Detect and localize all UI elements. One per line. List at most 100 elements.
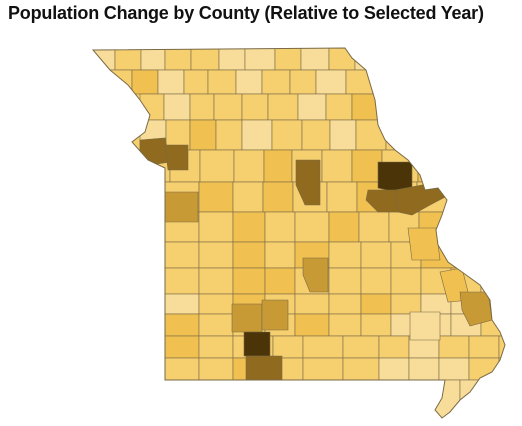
county-region <box>139 93 165 121</box>
county-region <box>429 379 461 418</box>
county-region <box>183 69 209 95</box>
county-region <box>417 149 449 183</box>
county-region <box>264 241 296 269</box>
county-region <box>378 357 410 381</box>
county-region <box>272 335 304 359</box>
county-highlight <box>243 331 271 357</box>
county-region <box>326 181 358 213</box>
county-highlight <box>302 257 329 293</box>
county-region <box>207 69 237 95</box>
county-region <box>232 181 264 213</box>
county-region <box>358 211 390 243</box>
county-region <box>199 149 235 183</box>
county-region <box>109 69 133 95</box>
county-region <box>198 335 234 359</box>
county-region <box>164 48 192 71</box>
county-region <box>360 241 392 269</box>
county-region <box>262 181 294 213</box>
county-region <box>164 357 200 381</box>
county-region <box>360 267 392 295</box>
county-region <box>408 357 440 381</box>
county-region <box>163 93 191 121</box>
county-region <box>328 267 362 295</box>
county-region <box>213 93 243 121</box>
county-region <box>454 211 486 243</box>
county-region <box>235 69 263 95</box>
county-region <box>351 93 383 121</box>
county-region <box>354 48 378 71</box>
county-region <box>189 119 217 151</box>
county-region <box>164 241 200 269</box>
county-region <box>378 335 410 359</box>
county-region <box>452 181 484 213</box>
county-region <box>325 93 353 121</box>
county-region <box>515 314 522 336</box>
county-highlight <box>231 303 263 333</box>
county-region <box>321 149 353 183</box>
county-region <box>274 48 302 71</box>
county-highlight <box>459 291 493 327</box>
county-region <box>164 267 200 295</box>
county-region <box>342 335 380 359</box>
county-region <box>302 335 344 359</box>
county-region <box>480 267 505 295</box>
county-region <box>515 294 522 314</box>
county-region <box>140 48 166 71</box>
county-region <box>232 211 266 243</box>
county-region <box>264 211 296 243</box>
county-region <box>385 119 407 151</box>
county-highlight <box>409 311 441 341</box>
county-region <box>342 357 380 381</box>
county-region <box>241 119 273 151</box>
county-region <box>468 335 500 359</box>
county-region <box>328 48 356 71</box>
county-highlight <box>245 355 283 381</box>
county-region <box>438 335 470 359</box>
county-region <box>244 48 276 71</box>
county-region <box>198 211 234 243</box>
county-region <box>328 211 360 243</box>
county-region <box>328 313 362 337</box>
county-highlight <box>407 227 441 261</box>
county-region <box>294 293 330 315</box>
county-region <box>198 293 234 315</box>
county-region <box>261 69 291 95</box>
county-region <box>93 48 116 71</box>
county-region <box>157 69 185 95</box>
county-region <box>301 119 331 151</box>
county-region <box>294 211 330 243</box>
county-region <box>263 149 293 183</box>
county-grid <box>93 48 522 418</box>
county-region <box>351 149 383 183</box>
county-region <box>300 48 330 71</box>
county-region <box>271 119 303 151</box>
county-region <box>482 181 505 213</box>
county-region <box>215 119 243 151</box>
county-region <box>355 119 387 151</box>
county-region <box>241 93 269 121</box>
county-region <box>454 241 486 269</box>
county-region <box>232 241 266 269</box>
county-region <box>164 293 200 315</box>
county-region <box>315 69 347 95</box>
county-highlight <box>139 137 171 166</box>
county-region <box>131 69 159 95</box>
county-highlight <box>261 299 289 331</box>
county-region <box>189 93 215 121</box>
county-region <box>484 211 505 243</box>
state-outline <box>91 47 506 419</box>
county-region <box>390 267 422 295</box>
county-region <box>233 149 265 183</box>
county-region <box>164 335 200 359</box>
county-region <box>190 48 220 71</box>
county-highlight <box>164 191 199 223</box>
county-region <box>198 241 234 269</box>
county-region <box>198 181 234 213</box>
county-region <box>360 293 392 315</box>
county-region <box>294 313 330 337</box>
county-region <box>438 357 470 381</box>
county-region <box>198 313 234 337</box>
county-region <box>515 268 522 294</box>
county-region <box>297 93 327 121</box>
county-region <box>328 293 362 315</box>
